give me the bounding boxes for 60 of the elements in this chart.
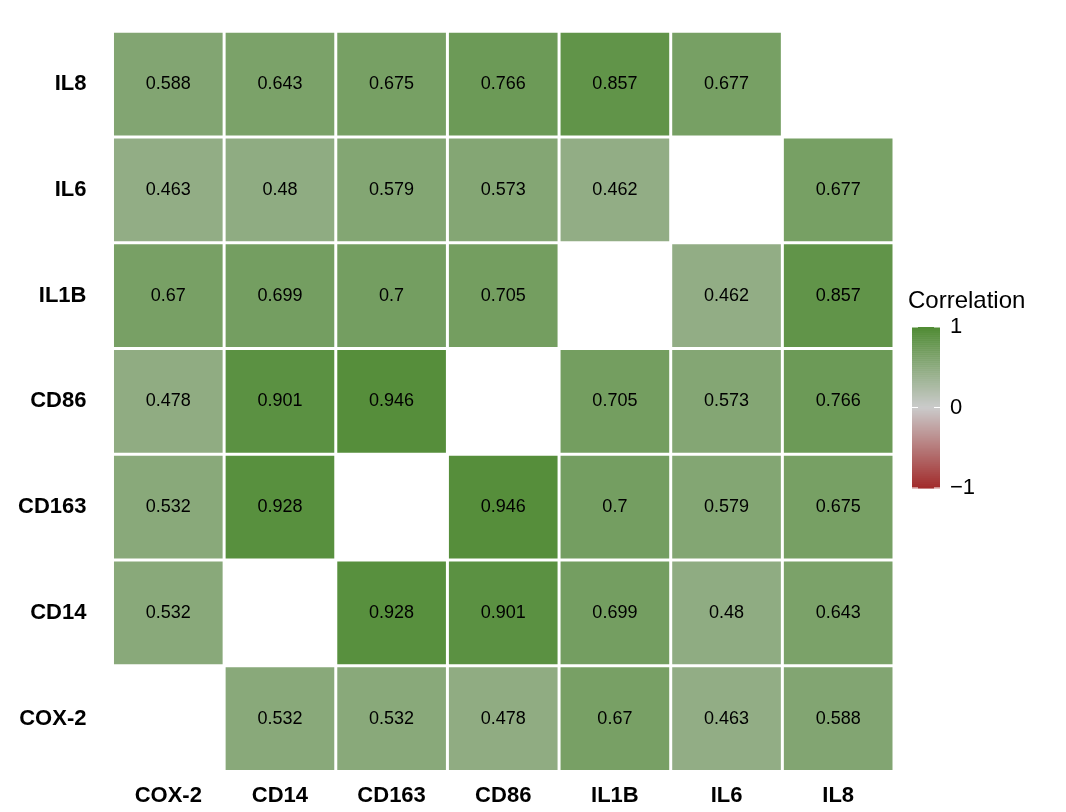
data-label: 0.766 — [815, 390, 861, 411]
color-bar-title: Correlation — [908, 286, 1026, 313]
data-label: 0.462 — [704, 284, 750, 305]
data-label: 0.532 — [145, 601, 191, 622]
data-label: 0.901 — [480, 601, 526, 622]
data-label: 0.901 — [257, 390, 303, 411]
x-tick-label: CD86 — [475, 781, 532, 807]
data-label: 0.7 — [602, 496, 628, 517]
data-label: 0.677 — [815, 178, 861, 199]
y-tick-label: CD14 — [30, 599, 88, 625]
data-label: 0.705 — [480, 284, 526, 305]
data-label: 0.857 — [592, 73, 638, 94]
x-tick-label: IL8 — [822, 781, 855, 807]
data-label: 0.67 — [150, 284, 186, 305]
y-tick-label: COX-2 — [19, 704, 87, 730]
data-label: 0.579 — [704, 496, 750, 517]
color-bar-label: 1 — [950, 313, 963, 339]
x-tick-label: CD14 — [251, 781, 309, 807]
x-tick-label: IL1B — [591, 781, 639, 807]
data-label: 0.463 — [145, 178, 191, 199]
data-label: 0.573 — [704, 390, 750, 411]
data-label: 0.532 — [257, 707, 303, 728]
data-label: 0.532 — [145, 496, 191, 517]
data-label: 0.928 — [369, 601, 415, 622]
y-tick-label: IL6 — [54, 175, 87, 201]
data-label: 0.946 — [369, 390, 415, 411]
data-label: 0.573 — [480, 178, 526, 199]
x-tick-label: IL6 — [710, 781, 743, 807]
x-tick-label: CD163 — [357, 781, 426, 807]
data-label: 0.705 — [592, 390, 638, 411]
data-label: 0.677 — [704, 73, 750, 94]
data-label: 0.766 — [480, 73, 526, 94]
data-label: 0.675 — [369, 73, 415, 94]
color-bar-label: −1 — [950, 474, 976, 500]
data-label: 0.48 — [262, 178, 298, 199]
data-label: 0.643 — [815, 601, 861, 622]
data-label: 0.857 — [815, 284, 861, 305]
data-label: 0.675 — [815, 496, 861, 517]
data-label: 0.699 — [257, 284, 303, 305]
y-tick-label: IL8 — [54, 70, 87, 96]
data-label: 0.462 — [592, 178, 638, 199]
y-tick-label: CD86 — [30, 387, 87, 413]
data-label: 0.67 — [597, 707, 633, 728]
data-label: 0.699 — [592, 601, 638, 622]
data-label: 0.532 — [369, 707, 415, 728]
data-label: 0.946 — [480, 496, 526, 517]
data-label: 0.478 — [480, 707, 526, 728]
data-label: 0.928 — [257, 496, 303, 517]
x-tick-label: COX-2 — [134, 781, 202, 807]
data-label: 0.579 — [369, 178, 415, 199]
data-label: 0.48 — [709, 601, 745, 622]
data-label: 0.588 — [145, 73, 191, 94]
data-label: 0.7 — [379, 284, 405, 305]
y-tick-label: IL1B — [38, 281, 87, 307]
data-label: 0.588 — [815, 707, 861, 728]
data-label: 0.643 — [257, 73, 303, 94]
color-bar-label: 0 — [950, 393, 963, 419]
data-label: 0.463 — [704, 707, 750, 728]
y-tick-label: CD163 — [18, 493, 87, 519]
data-label: 0.478 — [145, 390, 191, 411]
